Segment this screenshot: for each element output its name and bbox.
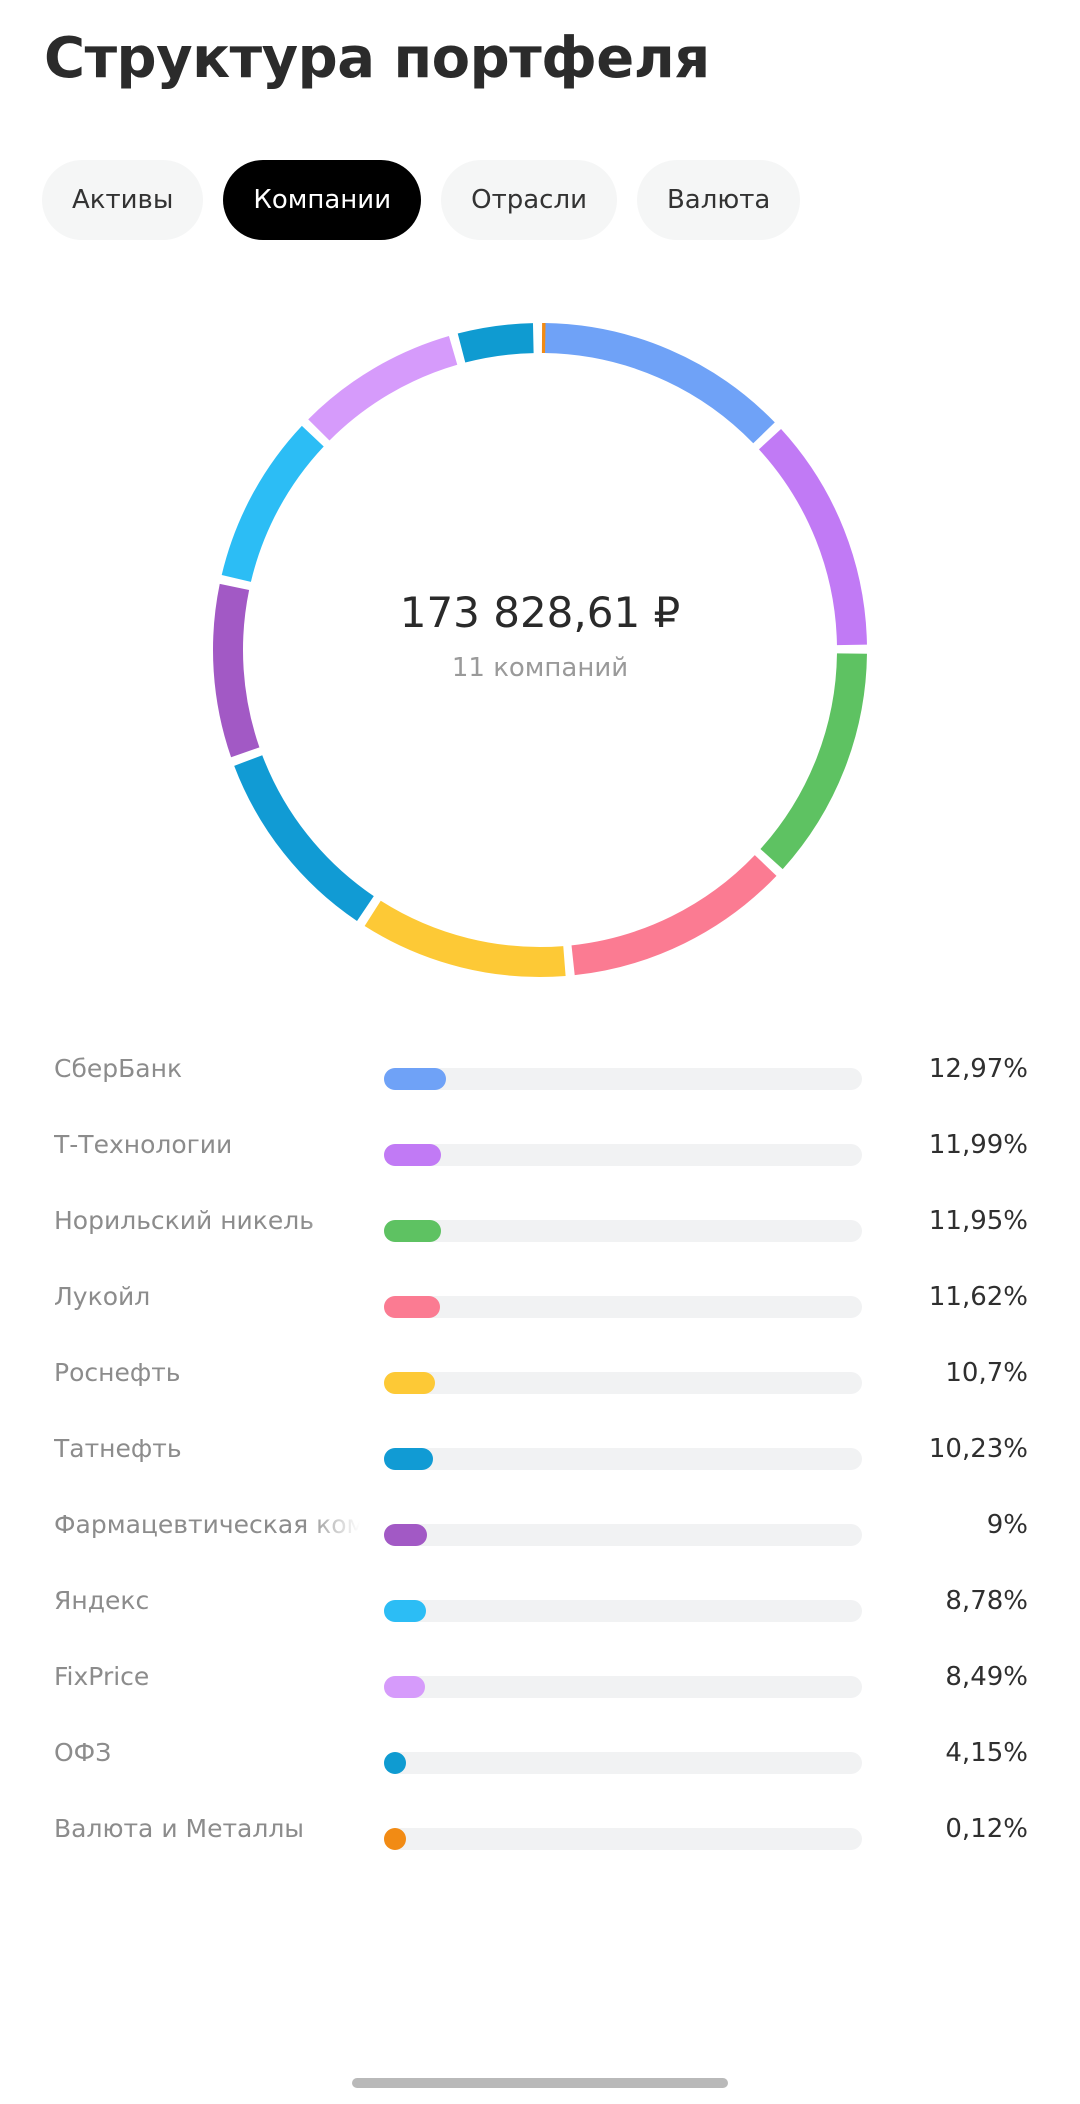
- donut-segment[interactable]: [213, 583, 260, 758]
- allocation-percent: 10,7%: [945, 1358, 1028, 1388]
- allocation-percent: 4,15%: [945, 1738, 1028, 1768]
- allocation-row[interactable]: FixPrice 8,49%: [0, 1648, 1080, 1724]
- donut-segment[interactable]: [544, 323, 775, 444]
- allocation-percent: 11,62%: [928, 1282, 1028, 1312]
- portfolio-donut-chart: 173 828,61 ₽ 11 компаний: [200, 310, 880, 990]
- allocation-name: Лукойл: [54, 1282, 151, 1311]
- donut-segment[interactable]: [308, 335, 458, 441]
- allocation-percent: 10,23%: [928, 1434, 1028, 1464]
- allocation-bar-fill: [384, 1676, 425, 1698]
- allocation-bar-fill: [384, 1372, 436, 1394]
- allocation-bar-track: [384, 1220, 862, 1242]
- allocation-percent: 9%: [986, 1510, 1028, 1540]
- allocation-bar-track: [384, 1828, 862, 1850]
- home-indicator: [352, 2078, 728, 2088]
- allocation-bar-track: [384, 1524, 862, 1546]
- allocation-percent: 0,12%: [945, 1814, 1028, 1844]
- allocation-row[interactable]: Т-Технологии 11,99%: [0, 1116, 1080, 1192]
- allocation-percent: 8,49%: [945, 1662, 1028, 1692]
- allocation-name: Валюта и Металлы: [54, 1814, 305, 1843]
- allocation-bar-track: [384, 1448, 862, 1470]
- allocation-row[interactable]: Фармацевтическая компания 9%: [0, 1496, 1080, 1572]
- allocation-name: Яндекс: [54, 1586, 150, 1615]
- allocation-row[interactable]: Татнефть 10,23%: [0, 1420, 1080, 1496]
- page-title: Структура портфеля: [44, 26, 710, 91]
- allocation-bar-track: [384, 1676, 862, 1698]
- donut-segment[interactable]: [457, 323, 534, 363]
- donut-svg: [213, 323, 867, 977]
- allocation-bar-fill: [384, 1752, 406, 1774]
- donut-segment[interactable]: [760, 653, 867, 870]
- donut-segment[interactable]: [234, 755, 374, 922]
- allocation-row[interactable]: Роснефть 10,7%: [0, 1344, 1080, 1420]
- allocation-bar-track: [384, 1296, 862, 1318]
- allocation-row[interactable]: Яндекс 8,78%: [0, 1572, 1080, 1648]
- segment-tabs: Активы Компании Отрасли Валюта: [42, 160, 801, 240]
- tab-assets[interactable]: Активы: [42, 160, 204, 240]
- allocation-bar-fill: [384, 1144, 442, 1166]
- allocation-name: Т-Технологии: [54, 1130, 233, 1159]
- allocation-bar-track: [384, 1600, 862, 1622]
- allocation-bar-fill: [384, 1828, 406, 1850]
- tab-currency[interactable]: Валюта: [636, 160, 801, 240]
- allocation-bar-track: [384, 1144, 862, 1166]
- allocation-row[interactable]: ОФЗ 4,15%: [0, 1724, 1080, 1800]
- allocation-name: ОФЗ: [54, 1738, 112, 1767]
- allocation-list: СберБанк 12,97% Т-Технологии 11,99% Норильск…: [0, 1040, 1080, 1876]
- allocation-bar-fill: [384, 1068, 446, 1090]
- donut-segment[interactable]: [758, 429, 867, 646]
- allocation-bar-fill: [384, 1220, 442, 1242]
- allocation-bar-fill: [384, 1524, 428, 1546]
- allocation-bar-track: [384, 1372, 862, 1394]
- allocation-name: СберБанк: [54, 1054, 183, 1083]
- allocation-name: Роснефть: [54, 1358, 181, 1387]
- allocation-percent: 12,97%: [928, 1054, 1028, 1084]
- allocation-bar-fill: [384, 1296, 440, 1318]
- donut-segment[interactable]: [571, 855, 777, 976]
- allocation-row[interactable]: СберБанк 12,97%: [0, 1040, 1080, 1116]
- allocation-bar-track: [384, 1752, 862, 1774]
- allocation-bar-fill: [384, 1448, 433, 1470]
- allocation-percent: 8,78%: [945, 1586, 1028, 1616]
- donut-segment[interactable]: [364, 900, 566, 977]
- donut-segment[interactable]: [221, 425, 324, 583]
- allocation-percent: 11,99%: [928, 1130, 1028, 1160]
- allocation-row[interactable]: Лукойл 11,62%: [0, 1268, 1080, 1344]
- allocation-name: Фармацевтическая компания: [54, 1510, 360, 1539]
- tab-companies[interactable]: Компании: [223, 160, 422, 240]
- tab-industries[interactable]: Отрасли: [441, 160, 617, 240]
- allocation-row[interactable]: Норильский никель 11,95%: [0, 1192, 1080, 1268]
- allocation-bar-track: [384, 1068, 862, 1090]
- allocation-name: Норильский никель: [54, 1206, 314, 1235]
- allocation-name: Татнефть: [54, 1434, 182, 1463]
- allocation-percent: 11,95%: [928, 1206, 1028, 1236]
- allocation-bar-fill: [384, 1600, 426, 1622]
- allocation-row[interactable]: Валюта и Металлы 0,12%: [0, 1800, 1080, 1876]
- allocation-name: FixPrice: [54, 1662, 150, 1691]
